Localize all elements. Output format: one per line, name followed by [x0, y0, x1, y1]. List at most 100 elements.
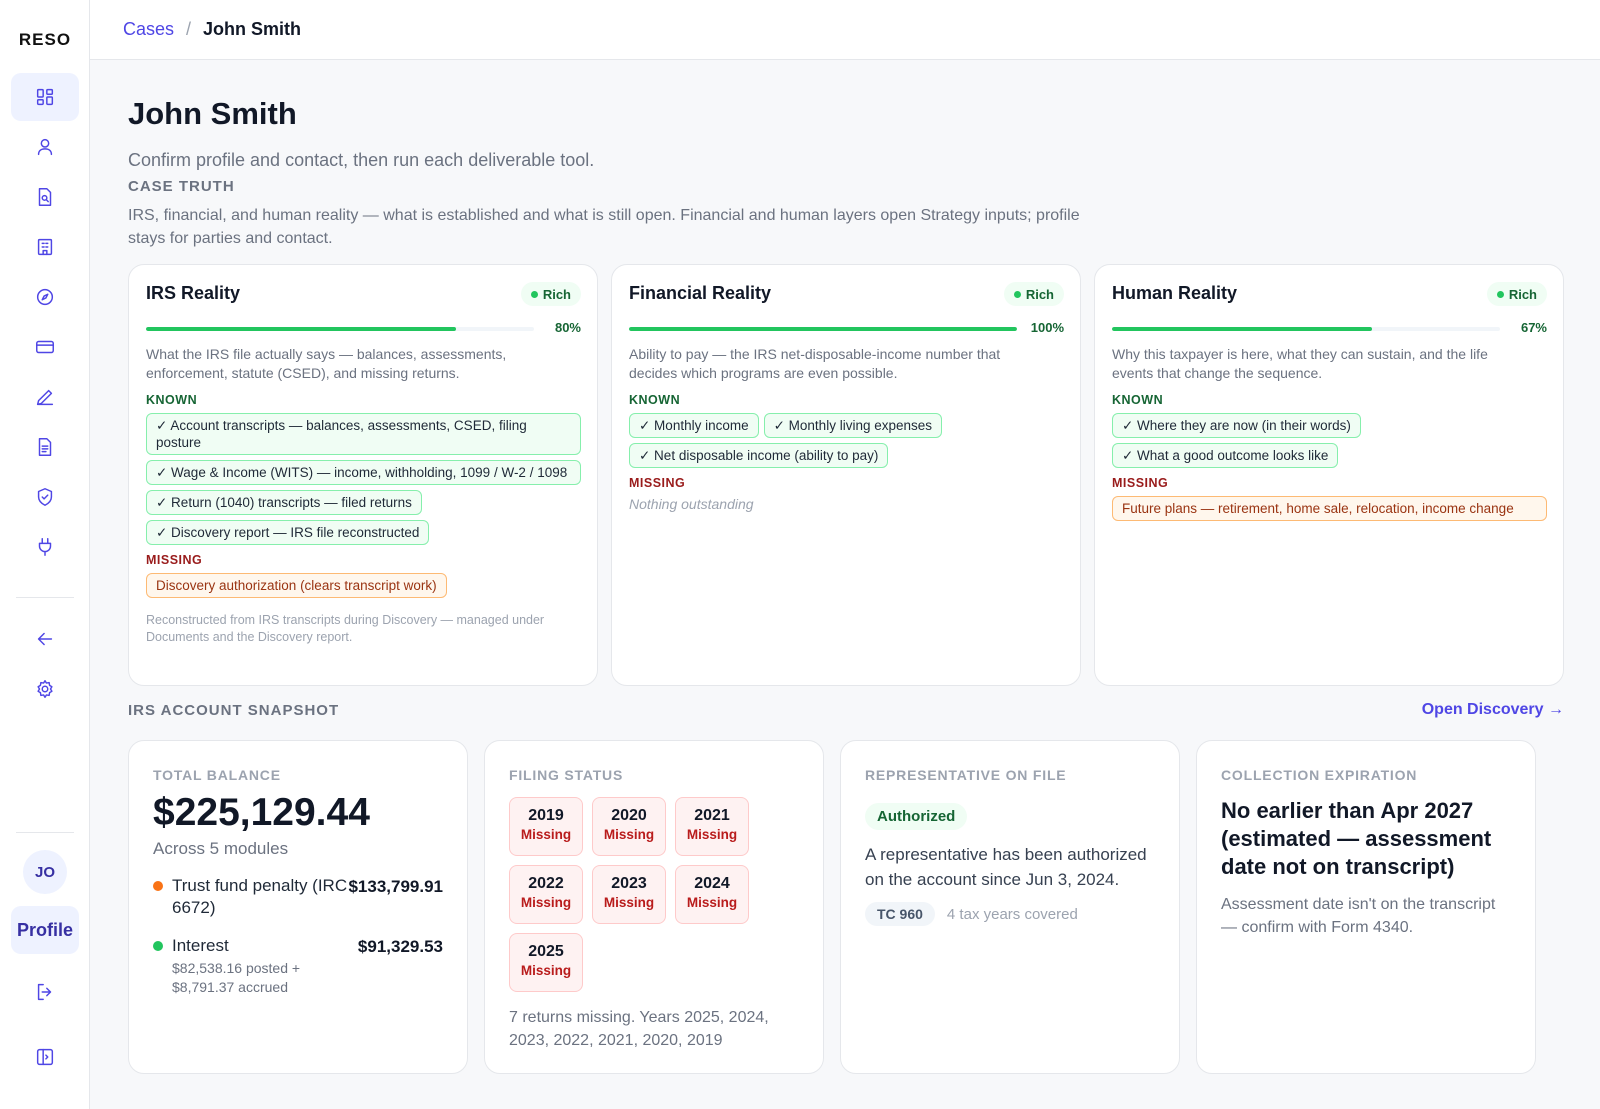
progress-bar: [629, 327, 1017, 331]
missing-label: MISSING: [629, 476, 686, 490]
card-description: Why this taxpayer is here, what they can…: [1112, 346, 1488, 381]
app-logo: RESO: [18, 30, 72, 49]
filing-status-card: FILING STATUS 2019 Missing 2020 Missing 20…: [484, 740, 824, 1074]
card-label: COLLECTION EXPIRATION: [1221, 767, 1418, 783]
balance-row: Trust fund penalty (IRC 6672) $133,799.9…: [153, 875, 443, 919]
missing-chip[interactable]: Discovery authorization (clears transcri…: [146, 573, 447, 598]
total-balance-sub: Across 5 modules: [153, 839, 289, 858]
filing-year-tile[interactable]: 2019 Missing: [509, 797, 583, 856]
balance-name: Interest: [172, 936, 229, 955]
year-number: 2019: [528, 807, 564, 824]
missing-list: Future plans — retirement, home sale, re…: [1112, 496, 1547, 521]
tc-badge: TC 960: [865, 902, 935, 926]
filing-year-tile[interactable]: 2022 Missing: [509, 865, 583, 924]
nav-compliance[interactable]: [11, 473, 79, 521]
card-title: Financial Reality: [629, 283, 772, 303]
financial-reality-card[interactable]: Financial Reality Rich 100% Ability to p…: [611, 264, 1081, 686]
breadcrumb-current: John Smith: [203, 19, 302, 39]
nav-strategy[interactable]: [11, 273, 79, 321]
known-chip: ✓ Monthly income: [629, 413, 759, 438]
representative-card: REPRESENTATIVE ON FILE Authorized A repr…: [840, 740, 1180, 1074]
open-discovery-link[interactable]: Open Discovery →: [1421, 701, 1564, 718]
filing-year-tile[interactable]: 2023 Missing: [592, 865, 666, 924]
page-title: John Smith: [128, 96, 297, 131]
nav-back[interactable]: [11, 615, 79, 663]
breadcrumb-separator: /: [186, 19, 192, 39]
balance-note: $82,538.16 posted + $8,791.37 accrued: [172, 960, 301, 995]
snapshot-label: IRS ACCOUNT SNAPSHOT: [128, 702, 340, 719]
topbar: Cases / John Smith: [90, 0, 1600, 60]
known-chip: ✓ Monthly living expenses: [763, 413, 942, 438]
collapse-sidebar-button[interactable]: [11, 1033, 79, 1081]
card-label: TOTAL BALANCE: [153, 767, 281, 783]
arrow-left-icon: [37, 632, 53, 646]
nav-dashboard[interactable]: [11, 73, 79, 121]
logout-button[interactable]: [11, 968, 79, 1016]
breadcrumb-cases-link[interactable]: Cases: [123, 19, 175, 39]
known-chip: ✓ Account transcripts — balances, assess…: [146, 413, 581, 455]
nav-forms[interactable]: [11, 373, 79, 421]
balance-amount: $133,799.91: [348, 877, 443, 896]
filing-year-tile[interactable]: 2020 Missing: [592, 797, 666, 856]
known-chip: ✓ Where they are now (in their words): [1112, 413, 1361, 438]
representative-text: A representative has been authorized on …: [865, 845, 1147, 889]
card-label: REPRESENTATIVE ON FILE: [865, 767, 1067, 783]
total-balance-value: $225,129.44: [153, 791, 370, 834]
progress-bar: [1112, 327, 1500, 331]
card-description: Ability to pay — the IRS net-disposable-…: [629, 346, 1001, 381]
logout-icon: [37, 983, 52, 1001]
known-chip: ✓ Discovery report — IRS file reconstruc…: [146, 520, 430, 545]
pen-icon: [36, 389, 54, 406]
nav-billing[interactable]: [11, 323, 79, 371]
year-number: 2024: [694, 875, 730, 892]
missing-label: MISSING: [1112, 476, 1169, 490]
progress-bar: [146, 327, 534, 331]
status-badge: Rich: [1486, 282, 1547, 306]
progress-percent: 100%: [1030, 320, 1064, 335]
profile-button[interactable]: Profile: [11, 906, 79, 954]
breadcrumb: Cases / John Smith: [123, 19, 301, 40]
settings-icon: [37, 680, 53, 698]
shield-check-icon: [37, 488, 53, 506]
filing-year-tile[interactable]: 2025 Missing: [509, 933, 583, 992]
nav-integrations[interactable]: [11, 523, 79, 571]
nav-settings[interactable]: [11, 665, 79, 713]
progress-fill: [629, 327, 1017, 331]
csed-note: Assessment date isn't on the transcript …: [1221, 896, 1496, 936]
progress-percent: 67%: [1520, 320, 1547, 335]
filing-year-tile[interactable]: 2021 Missing: [675, 797, 749, 856]
nav-business[interactable]: [11, 223, 79, 271]
legend-dot: [153, 881, 163, 891]
missing-chip[interactable]: Future plans — retirement, home sale, re…: [1112, 496, 1547, 521]
year-status: Missing: [686, 827, 738, 842]
nav-client[interactable]: [11, 123, 79, 171]
total-balance-card: TOTAL BALANCE $225,129.44 Across 5 modul…: [128, 740, 468, 1074]
year-status: Missing: [603, 895, 655, 910]
representative-meta: TC 960 4 tax years covered: [865, 902, 1155, 926]
year-status: Missing: [520, 895, 572, 910]
balance-row: Interest $91,329.53 $82,538.16 posted + …: [153, 935, 443, 997]
card-label: FILING STATUS: [509, 767, 624, 783]
known-label: KNOWN: [629, 393, 681, 407]
year-number: 2021: [694, 807, 730, 824]
human-reality-card[interactable]: Human Reality Rich 67% Why this taxpayer…: [1094, 264, 1564, 686]
building-icon: [37, 238, 53, 256]
known-list: ✓ Account transcripts — balances, assess…: [146, 413, 581, 545]
avatar[interactable]: JO: [23, 850, 67, 894]
year-number: 2022: [528, 875, 564, 892]
irs-reality-card[interactable]: IRS Reality Rich 80% What the IRS file a…: [128, 264, 598, 686]
page-subtitle: Confirm profile and contact, then run ea…: [128, 150, 595, 170]
missing-list: Discovery authorization (clears transcri…: [146, 573, 581, 598]
progress-fill: [1112, 327, 1372, 331]
known-chip: ✓ What a good outcome looks like: [1112, 443, 1339, 468]
year-status: Missing: [603, 827, 655, 842]
balance-name: Trust fund penalty (IRC 6672): [172, 876, 348, 917]
year-status: Missing: [686, 895, 738, 910]
dashboard-icon: [36, 88, 54, 106]
nav-discovery[interactable]: [11, 173, 79, 221]
nav-documents[interactable]: [11, 423, 79, 471]
known-chip: ✓ Wage & Income (WITS) — income, withhol…: [146, 460, 581, 485]
known-chip: ✓ Net disposable income (ability to pay): [629, 443, 889, 468]
filing-note: 7 returns missing. Years 2025, 2024, 202…: [509, 1009, 769, 1049]
filing-year-tile[interactable]: 2024 Missing: [675, 865, 749, 924]
